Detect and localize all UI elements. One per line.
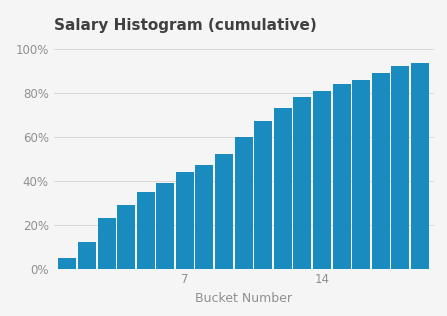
Bar: [78, 242, 96, 269]
Bar: [274, 108, 292, 269]
Text: Salary Histogram (cumulative): Salary Histogram (cumulative): [54, 18, 316, 33]
X-axis label: Bucket Number: Bucket Number: [195, 292, 292, 305]
Bar: [293, 97, 312, 269]
Bar: [215, 154, 233, 269]
Bar: [137, 192, 155, 269]
Bar: [235, 137, 253, 269]
Bar: [411, 63, 429, 269]
Bar: [176, 172, 194, 269]
Bar: [117, 205, 135, 269]
Bar: [333, 84, 350, 269]
Bar: [254, 121, 272, 269]
Bar: [352, 80, 370, 269]
Bar: [195, 165, 214, 269]
Bar: [391, 66, 409, 269]
Bar: [97, 218, 115, 269]
Bar: [372, 73, 390, 269]
Bar: [313, 91, 331, 269]
Bar: [156, 183, 174, 269]
Bar: [59, 258, 76, 269]
